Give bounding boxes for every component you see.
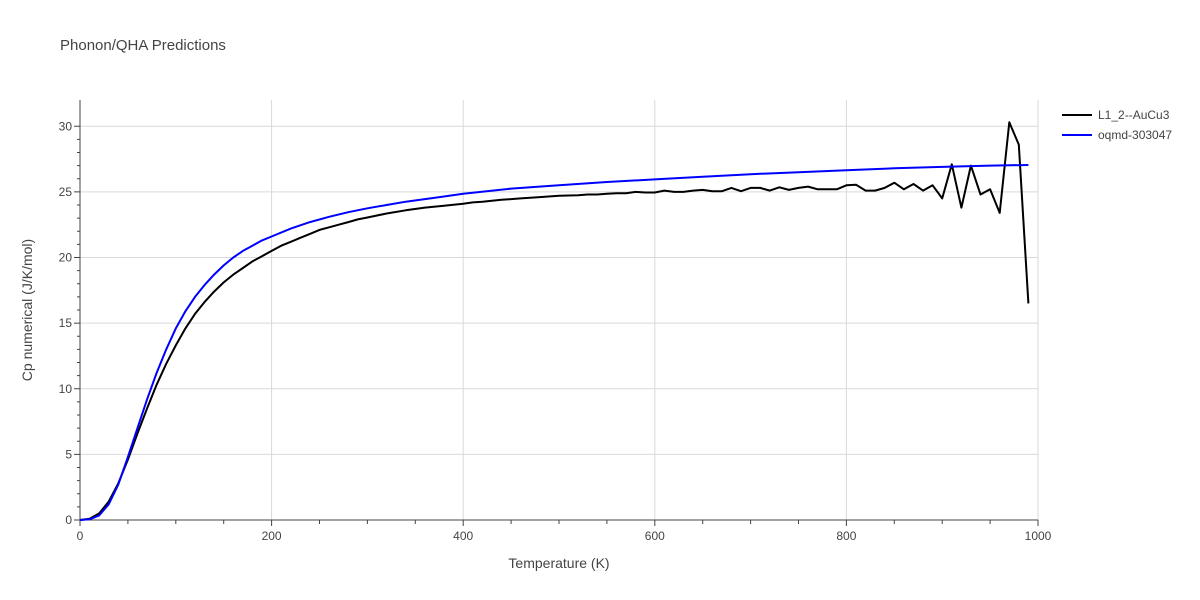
y-tick-label: 20 (59, 251, 73, 265)
chart-title: Phonon/QHA Predictions (60, 37, 226, 54)
y-tick-label: 25 (59, 185, 73, 199)
x-tick-label: 400 (453, 529, 473, 543)
y-axis-title: Cp numerical (J/K/mol) (19, 239, 35, 381)
y-tick-label: 5 (65, 447, 72, 461)
x-tick-label: 800 (836, 529, 856, 543)
x-tick-label: 600 (645, 529, 665, 543)
legend-label: oqmd-303047 (1098, 128, 1172, 142)
x-tick-label: 0 (77, 529, 84, 543)
y-tick-label: 0 (65, 513, 72, 527)
tick-labels: 0 200 400 600 800 1000 0 5 10 15 20 25 30 (59, 119, 1052, 543)
legend-item-0[interactable]: L1_2--AuCu3 (1062, 108, 1170, 122)
legend-item-1[interactable]: oqmd-303047 (1062, 128, 1172, 142)
series-line-0 (79, 121, 1030, 521)
legend-label: L1_2--AuCu3 (1098, 108, 1170, 122)
legend[interactable]: L1_2--AuCu3 oqmd-303047 (1062, 108, 1172, 142)
y-tick-label: 30 (59, 119, 73, 133)
x-axis-title: Temperature (K) (508, 555, 609, 571)
y-tick-label: 10 (59, 382, 73, 396)
plot-area (79, 121, 1030, 521)
y-tick-label: 15 (59, 316, 73, 330)
axes (74, 100, 1039, 526)
x-tick-label: 1000 (1025, 529, 1052, 543)
grid (80, 100, 1039, 520)
series-line-1 (79, 164, 1029, 521)
x-tick-label: 200 (262, 529, 282, 543)
